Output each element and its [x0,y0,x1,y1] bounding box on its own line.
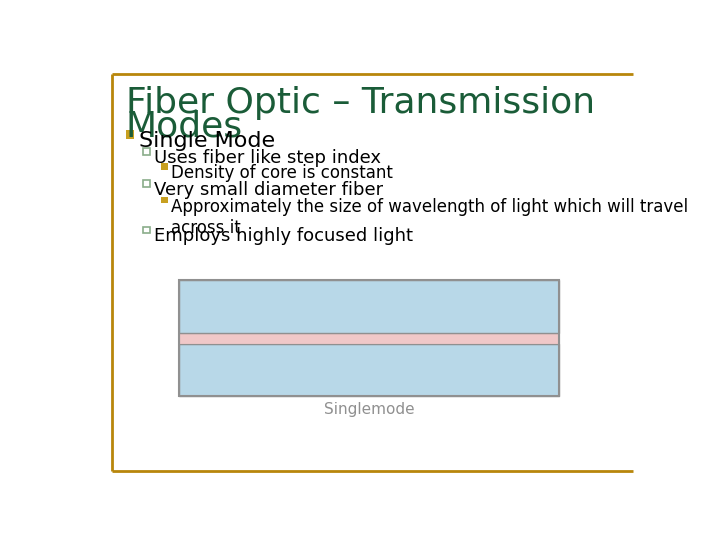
Text: Fiber Optic – Transmission: Fiber Optic – Transmission [126,86,595,120]
Text: Modes: Modes [126,110,243,144]
Text: Very small diameter fiber: Very small diameter fiber [154,181,384,199]
Bar [179,280,559,333]
Text: Employs highly focused light: Employs highly focused light [154,227,413,245]
Bar [126,130,134,139]
Bar [143,180,150,187]
Bar [143,148,150,155]
Bar [161,164,168,170]
Bar [179,333,559,343]
Bar [143,226,150,233]
Text: Singlemode: Singlemode [324,402,414,417]
Text: Density of core is constant: Density of core is constant [171,164,393,182]
Text: Uses fiber like step index: Uses fiber like step index [154,148,382,167]
Bar [179,280,559,396]
Text: Approximately the size of wavelength of light which will travel
across it: Approximately the size of wavelength of … [171,198,688,237]
Bar [161,197,168,204]
Text: Single Mode: Single Mode [139,131,275,151]
Bar [179,343,559,396]
